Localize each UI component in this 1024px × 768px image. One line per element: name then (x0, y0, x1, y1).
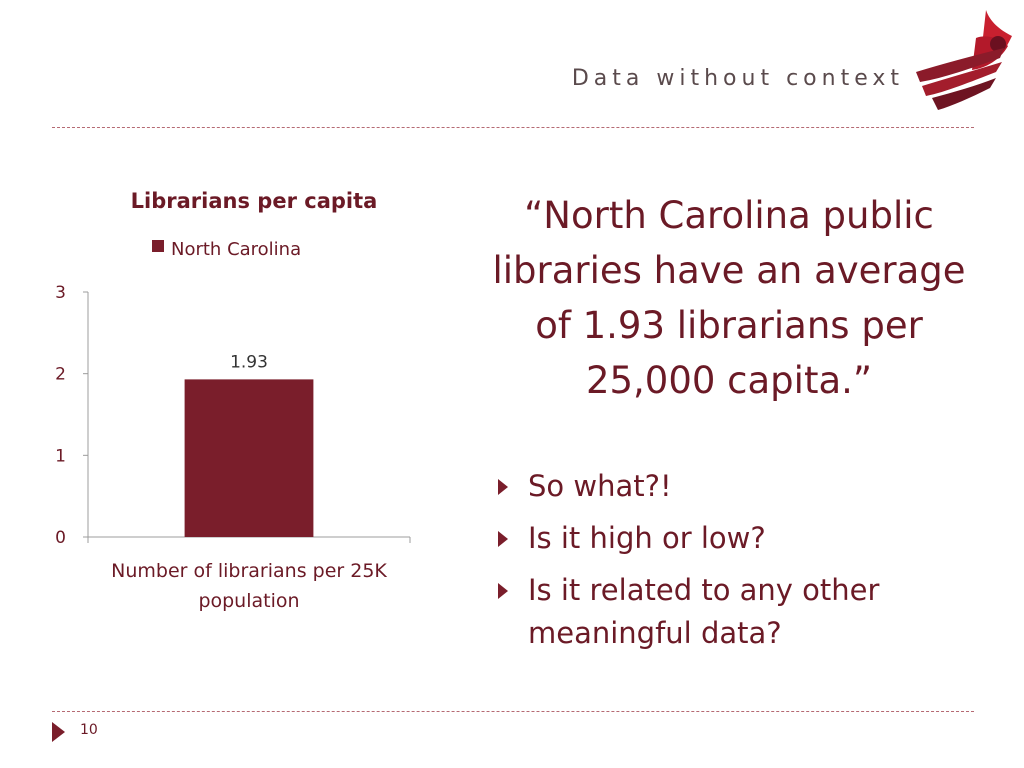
quote-text: “North Carolina public libraries have an… (492, 194, 966, 402)
triangle-right-icon (498, 583, 508, 599)
x-category-label: Number of librarians per 25K population (111, 560, 387, 612)
bullet-text: Is it high or low? (528, 521, 766, 555)
legend-label: North Carolina (171, 239, 301, 260)
bar (184, 379, 314, 537)
bullet-item: Is it high or low? (498, 517, 968, 560)
y-tick-label: 0 (55, 528, 66, 548)
y-tick-label: 2 (55, 365, 66, 385)
bullet-text: Is it related to any other meaningful da… (528, 573, 880, 650)
page-number: 10 (80, 722, 98, 738)
bar-chart: Librarians per capita North Carolina 0 1 2 3 1… (40, 178, 470, 628)
data-label: 1.93 (230, 352, 268, 372)
slide-title: Data without context (571, 66, 904, 91)
bullet-list: So what?! Is it high or low? Is it relat… (498, 465, 968, 664)
chart-canvas: Librarians per capita North Carolina 0 1 2 3 1… (55, 189, 411, 612)
bullet-item: So what?! (498, 465, 968, 508)
y-tick-label: 3 (55, 283, 66, 303)
footer-divider (52, 711, 974, 712)
header-divider (52, 127, 974, 128)
legend-swatch (152, 240, 164, 252)
bullet-item: Is it related to any other meaningful da… (498, 569, 968, 655)
bullet-text: So what?! (528, 469, 672, 503)
cardinal-logo (916, 10, 1012, 110)
y-tick-label: 1 (55, 446, 66, 466)
triangle-right-icon (498, 531, 508, 547)
triangle-right-icon (498, 479, 508, 495)
chart-title: Librarians per capita (131, 189, 378, 213)
triangle-right-icon (52, 722, 65, 742)
